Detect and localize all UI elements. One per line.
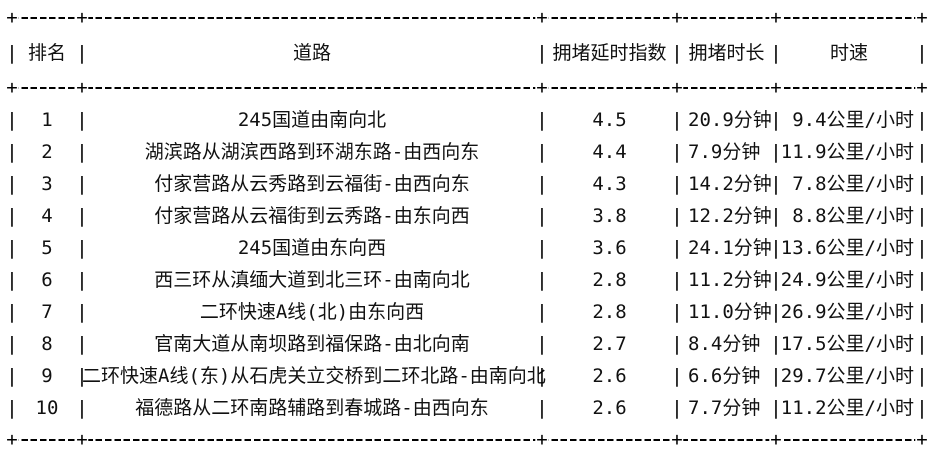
table-header-row: 排名 道路 拥堵延时指数 拥堵时长 时速 bbox=[12, 18, 922, 88]
rank-cell: 1 bbox=[41, 109, 53, 131]
table-row: 5 245国道由东向西 3.6 24.1分钟 13.6公里/小时 bbox=[12, 232, 922, 264]
speed-header: 时速 bbox=[829, 42, 868, 64]
border-junction bbox=[915, 81, 929, 95]
road-cell: 二环快速A线(北)由东向西 bbox=[199, 301, 425, 323]
road-cell: 245国道由南向北 bbox=[237, 109, 387, 131]
table-row: 10 福德路从二环南路辅路到春城路-由西向东 2.6 7.7分钟 11.2公里/… bbox=[12, 392, 922, 424]
road-cell: 二环快速A线(东)从石虎关立交桥到二环北路-由南向北 bbox=[82, 365, 546, 387]
duration-cell: 11.2分钟 bbox=[688, 269, 772, 291]
border-junction bbox=[769, 433, 783, 447]
table-header-border bbox=[5, 81, 929, 95]
column-separator bbox=[916, 168, 927, 200]
border-junction bbox=[670, 81, 684, 95]
duration-cell: 12.2分钟 bbox=[688, 205, 772, 227]
road-cell: 福德路从二环南路辅路到春城路-由西向东 bbox=[135, 397, 489, 419]
column-separator bbox=[916, 392, 927, 424]
duration-cell: 6.6分钟 bbox=[688, 365, 761, 387]
table-row: 6 西三环从滇缅大道到北三环-由南向北 2.8 11.2分钟 24.9公里/小时 bbox=[12, 264, 922, 296]
table-body: 1 245国道由南向北 4.5 20.9分钟 9.4公里/小时 2 湖滨路从湖滨… bbox=[12, 104, 922, 424]
rank-cell: 8 bbox=[41, 333, 53, 355]
rank-cell: 2 bbox=[41, 141, 53, 163]
rank-cell: 5 bbox=[41, 237, 53, 259]
table-bottom-border bbox=[5, 433, 929, 447]
speed-cell: 13.6公里/小时 bbox=[780, 237, 914, 259]
table-row: 9 二环快速A线(东)从石虎关立交桥到二环北路-由南向北 2.6 6.6分钟 2… bbox=[12, 360, 922, 392]
table-row: 8 官南大道从南坝路到福保路-由北向南 2.7 8.4分钟 17.5公里/小时 bbox=[12, 328, 922, 360]
speed-cell: 11.9公里/小时 bbox=[780, 141, 914, 163]
speed-cell: 8.8公里/小时 bbox=[792, 205, 914, 227]
duration-cell: 8.4分钟 bbox=[688, 333, 761, 355]
duration-cell: 14.2分钟 bbox=[688, 173, 772, 195]
table-row: 1 245国道由南向北 4.5 20.9分钟 9.4公里/小时 bbox=[12, 104, 922, 136]
index-cell: 2.8 bbox=[592, 301, 627, 323]
column-separator bbox=[916, 360, 927, 392]
border-junction bbox=[75, 433, 89, 447]
duration-cell: 7.7分钟 bbox=[688, 397, 761, 419]
rank-cell: 6 bbox=[41, 269, 53, 291]
duration-cell: 24.1分钟 bbox=[688, 237, 772, 259]
table-row: 4 付家营路从云福街到云秀路-由东向西 3.8 12.2分钟 8.8公里/小时 bbox=[12, 200, 922, 232]
border-junction bbox=[670, 433, 684, 447]
table-row: 2 湖滨路从湖滨西路到环湖东路-由西向东 4.4 7.9分钟 11.9公里/小时 bbox=[12, 136, 922, 168]
index-cell: 3.8 bbox=[592, 205, 627, 227]
speed-cell: 26.9公里/小时 bbox=[780, 301, 914, 323]
rank-cell: 3 bbox=[41, 173, 53, 195]
duration-cell: 7.9分钟 bbox=[688, 141, 761, 163]
road-cell: 245国道由东向西 bbox=[237, 237, 387, 259]
border-junction bbox=[535, 433, 549, 447]
index-cell: 4.4 bbox=[592, 141, 627, 163]
index-cell: 2.7 bbox=[592, 333, 627, 355]
index-cell: 4.5 bbox=[592, 109, 627, 131]
border-junction bbox=[769, 81, 783, 95]
speed-cell: 7.8公里/小时 bbox=[792, 173, 914, 195]
index-cell: 2.6 bbox=[592, 365, 627, 387]
road-cell: 付家营路从云秀路到云福街-由西向东 bbox=[154, 173, 470, 195]
road-cell: 西三环从滇缅大道到北三环-由南向北 bbox=[154, 269, 470, 291]
rank-cell: 10 bbox=[35, 397, 59, 419]
column-separator bbox=[916, 200, 927, 232]
road-header: 道路 bbox=[292, 42, 331, 64]
column-separator bbox=[916, 136, 927, 168]
duration-cell: 11.0分钟 bbox=[688, 301, 772, 323]
index-cell: 2.6 bbox=[592, 397, 627, 419]
duration-header: 拥堵时长 bbox=[688, 42, 765, 64]
rank-cell: 4 bbox=[41, 205, 53, 227]
road-cell: 官南大道从南坝路到福保路-由北向南 bbox=[154, 333, 470, 355]
column-separator bbox=[916, 328, 927, 360]
column-separator bbox=[916, 232, 927, 264]
border-junction bbox=[75, 81, 89, 95]
rank-cell: 9 bbox=[41, 365, 53, 387]
speed-cell: 9.4公里/小时 bbox=[792, 109, 914, 131]
column-separator bbox=[916, 104, 927, 136]
border-junction bbox=[535, 81, 549, 95]
table-row: 3 付家营路从云秀路到云福街-由西向东 4.3 14.2分钟 7.8公里/小时 bbox=[12, 168, 922, 200]
road-cell: 付家营路从云福街到云秀路-由东向西 bbox=[154, 205, 470, 227]
column-separator bbox=[916, 264, 927, 296]
border-junction bbox=[915, 433, 929, 447]
index-cell: 2.8 bbox=[592, 269, 627, 291]
rank-header: 排名 bbox=[27, 42, 66, 64]
border-junction bbox=[5, 433, 19, 447]
speed-cell: 17.5公里/小时 bbox=[780, 333, 914, 355]
speed-cell: 11.2公里/小时 bbox=[780, 397, 914, 419]
index-cell: 4.3 bbox=[592, 173, 627, 195]
index-cell: 3.6 bbox=[592, 237, 627, 259]
rank-cell: 7 bbox=[41, 301, 53, 323]
speed-cell: 29.7公里/小时 bbox=[780, 365, 914, 387]
duration-cell: 20.9分钟 bbox=[688, 109, 772, 131]
index-header: 拥堵延时指数 bbox=[552, 42, 667, 64]
border-junction bbox=[5, 81, 19, 95]
speed-cell: 24.9公里/小时 bbox=[780, 269, 914, 291]
road-cell: 湖滨路从湖滨西路到环湖东路-由西向东 bbox=[144, 141, 480, 163]
column-separator bbox=[916, 296, 927, 328]
table-row: 7 二环快速A线(北)由东向西 2.8 11.0分钟 26.9公里/小时 bbox=[12, 296, 922, 328]
